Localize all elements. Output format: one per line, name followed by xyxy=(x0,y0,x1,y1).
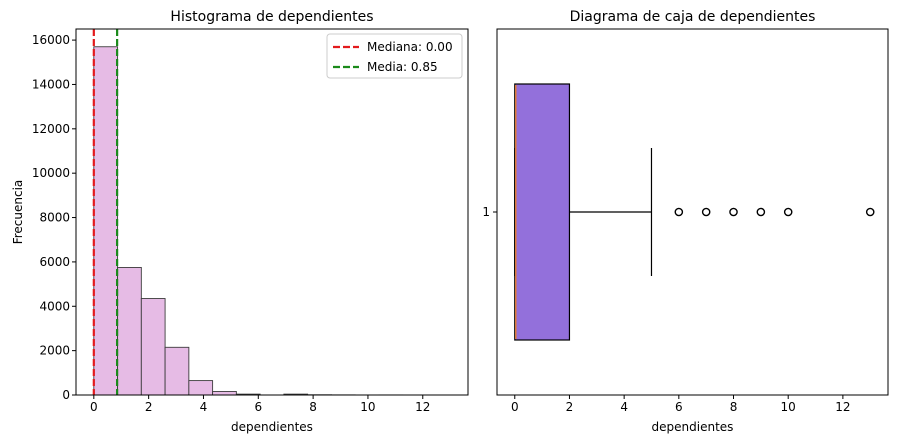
y-tick-label: 1 xyxy=(482,205,490,219)
boxplot-body xyxy=(514,83,875,341)
histogram-bar xyxy=(212,391,237,396)
histogram-x-axis-label: dependientes xyxy=(231,420,313,434)
x-tick-label: 12 xyxy=(415,400,430,414)
y-tick-label: 6000 xyxy=(39,255,70,269)
boxplot-panel: Diagrama de caja de dependientes 0 2 4 6 8 10… xyxy=(482,9,889,434)
outlier-point xyxy=(865,207,875,217)
y-tick-label: 2000 xyxy=(39,344,70,358)
reference-lines xyxy=(92,29,119,395)
histogram-title: Histograma de dependientes xyxy=(170,9,373,25)
histogram-y-axis-label: Frecuencia xyxy=(11,180,25,245)
outlier-point xyxy=(674,207,684,217)
x-tick-label: 10 xyxy=(781,400,796,414)
y-tick-label: 14000 xyxy=(32,77,70,91)
x-tick-label: 0 xyxy=(90,400,98,414)
outlier-point xyxy=(701,207,711,217)
y-tick-label: 0 xyxy=(62,388,70,402)
box-iqr xyxy=(514,83,571,341)
boxplot-y-ticks: 1 xyxy=(482,205,497,219)
x-tick-label: 6 xyxy=(254,400,262,414)
histogram-bar xyxy=(117,267,142,396)
x-tick-label: 0 xyxy=(511,400,519,414)
histogram-bar xyxy=(93,46,119,396)
y-tick-label: 4000 xyxy=(39,299,70,313)
boxplot-x-ticks: 0 2 4 6 8 10 12 xyxy=(511,395,851,414)
y-tick-label: 10000 xyxy=(32,166,70,180)
legend-label: Mediana: 0.00 xyxy=(367,40,453,54)
x-tick-label: 4 xyxy=(620,400,628,414)
x-tick-label: 8 xyxy=(730,400,738,414)
histogram-bars xyxy=(93,46,451,396)
histogram-bar xyxy=(164,346,190,396)
boxplot-x-axis-label: dependientes xyxy=(652,420,734,434)
x-tick-label: 2 xyxy=(566,400,574,414)
histogram-x-ticks: 0 2 4 6 8 10 12 xyxy=(90,395,430,414)
x-tick-label: 4 xyxy=(200,400,208,414)
outlier-point xyxy=(729,207,738,217)
x-tick-label: 10 xyxy=(360,400,375,414)
x-tick-label: 6 xyxy=(675,400,683,414)
boxplot-title: Diagrama de caja de dependientes xyxy=(570,9,816,25)
x-tick-label: 2 xyxy=(145,400,153,414)
histogram-bar xyxy=(188,380,214,396)
histogram-bar xyxy=(140,298,166,396)
y-tick-label: 16000 xyxy=(32,33,70,47)
y-tick-label: 8000 xyxy=(39,211,70,225)
histogram-axes-frame xyxy=(75,28,469,396)
histogram-panel: Histograma de dependientes 0 2 4 6 8 10 12 0 20… xyxy=(11,9,469,434)
x-tick-label: 8 xyxy=(309,400,317,414)
y-tick-label: 12000 xyxy=(32,122,70,136)
legend-label: Media: 0.85 xyxy=(367,60,438,74)
x-tick-label: 12 xyxy=(835,400,850,414)
outlier-point xyxy=(756,207,766,217)
legend-box xyxy=(326,33,463,79)
outlier-point xyxy=(783,207,793,217)
histogram-legend: Mediana: 0.00 Media: 0.85 xyxy=(326,33,463,79)
histogram-y-ticks: 0 2000 4000 6000 8000 10000 12000 14000 16000 xyxy=(32,33,76,402)
